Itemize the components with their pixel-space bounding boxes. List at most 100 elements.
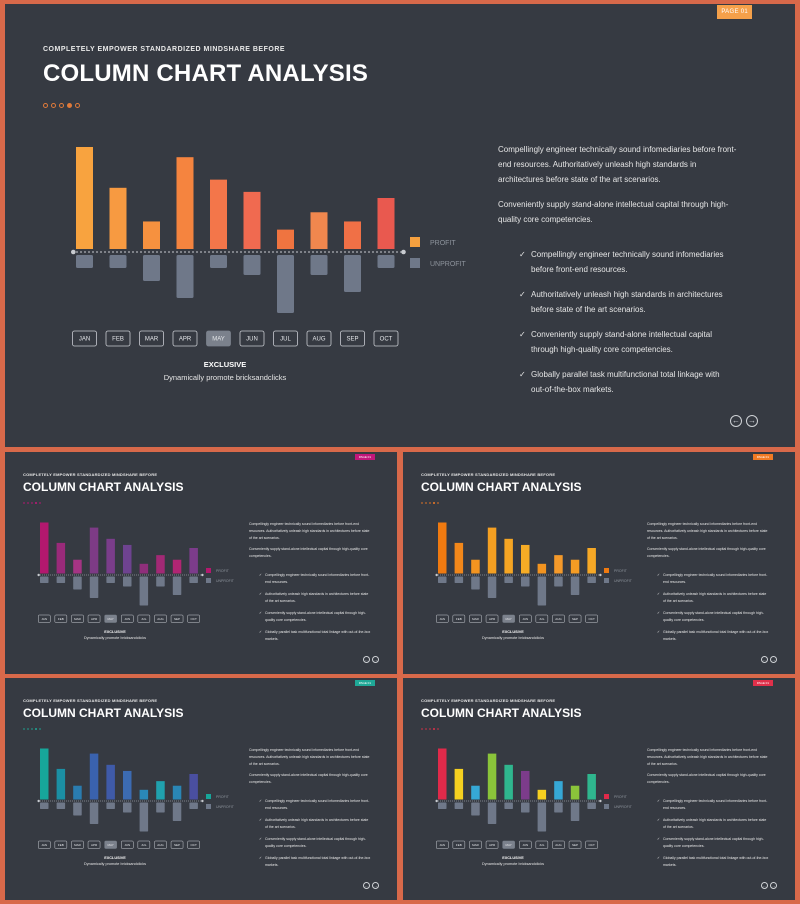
month-label: JAN: [41, 843, 47, 847]
arrow-right-icon[interactable]: →: [770, 882, 777, 889]
thumbnail-slide-4[interactable]: PAGE 01 COMPLETELY EMPOWER STANDARDIZED M…: [403, 678, 795, 900]
month-tab[interactable]: [104, 614, 117, 623]
list-item: ✓ Compellingly engineer technically sound…: [657, 572, 769, 586]
month-tab[interactable]: [585, 840, 598, 849]
month-tab[interactable]: [306, 330, 332, 347]
profit-bar: [554, 555, 563, 574]
profit-bar: [189, 774, 198, 800]
unprofit-bar: [438, 576, 447, 583]
month-tab[interactable]: [121, 840, 134, 849]
checkmark-icon: ✓: [657, 856, 660, 860]
month-tab[interactable]: [585, 614, 598, 623]
month-tab[interactable]: [170, 614, 184, 623]
arrow-left-icon[interactable]: ←: [761, 656, 768, 663]
month-tab[interactable]: [71, 614, 84, 623]
month-tab[interactable]: [436, 614, 449, 623]
checkmark-icon: ✓: [259, 592, 262, 596]
dot-icon: [437, 502, 439, 504]
month-tab[interactable]: [519, 614, 532, 623]
month-tab[interactable]: [452, 614, 466, 623]
list-item-text: Authoritatively unleash high standards i…: [663, 818, 767, 829]
arrow-right-icon[interactable]: →: [372, 656, 379, 663]
month-label: SEP: [572, 617, 578, 621]
month-tab[interactable]: [273, 330, 298, 347]
month-tab[interactable]: [137, 840, 151, 849]
month-tab[interactable]: [170, 840, 184, 849]
slide-title: COLUMN CHART ANALYSIS: [421, 706, 582, 720]
unprofit-bar: [504, 576, 513, 583]
unprofit-bar: [156, 576, 165, 587]
thumbnail-slide-2[interactable]: PAGE 01 COMPLETELY EMPOWER STANDARDIZED M…: [403, 452, 795, 674]
month-tab[interactable]: [139, 330, 164, 347]
month-tab[interactable]: [154, 840, 167, 849]
month-tab[interactable]: [206, 330, 231, 347]
dot-icon: [43, 103, 48, 108]
month-tab[interactable]: [71, 840, 84, 849]
list-item: ✓ Authoritatively unleash high standards …: [657, 817, 769, 831]
month-tab[interactable]: [105, 330, 131, 347]
arrow-left-icon[interactable]: ←: [363, 656, 370, 663]
checkmark-icon: ✓: [259, 573, 262, 577]
body-text: Compellingly engineer technically sound …: [249, 747, 373, 790]
checklist: ✓ Compellingly engineer technically sound…: [259, 572, 371, 648]
month-tab[interactable]: [535, 614, 549, 623]
unprofit-bar: [40, 576, 49, 583]
checkmark-icon: ✓: [519, 370, 526, 379]
month-tab[interactable]: [519, 840, 532, 849]
month-tab[interactable]: [552, 840, 565, 849]
dot-icon: [31, 728, 33, 730]
month-tab[interactable]: [436, 840, 449, 849]
profit-bar: [471, 559, 480, 574]
month-label: MAR: [145, 337, 159, 343]
month-tab[interactable]: [104, 840, 117, 849]
legend-unprofit-swatch: [604, 804, 609, 809]
list-item: ✓ Authoritatively unleash high standards …: [657, 591, 769, 605]
month-tab[interactable]: [535, 840, 549, 849]
arrow-right-icon[interactable]: →: [372, 882, 379, 889]
list-item-text: Conveniently supply stand-alone intellec…: [531, 330, 712, 354]
thumbnail-slide-1[interactable]: PAGE 01 COMPLETELY EMPOWER STANDARDIZED M…: [5, 452, 397, 674]
month-tab[interactable]: [172, 330, 198, 347]
thumbnail-slide-3[interactable]: PAGE 01 COMPLETELY EMPOWER STANDARDIZED M…: [5, 678, 397, 900]
month-tab[interactable]: [121, 614, 134, 623]
month-tab[interactable]: [502, 840, 515, 849]
unprofit-bar: [56, 576, 66, 583]
month-tab[interactable]: [452, 840, 466, 849]
arrow-left-icon[interactable]: ←: [730, 415, 742, 427]
month-tab[interactable]: [87, 840, 101, 849]
month-tab[interactable]: [187, 614, 200, 623]
column-chart: JAN FEB MAR APR MAY JUN JUL AUG SEP OCT PROFIT UNPR…: [71, 147, 467, 382]
month-tab[interactable]: [137, 614, 151, 623]
slide-subtitle: COMPLETELY EMPOWER STANDARDIZED MINDSHAR…: [23, 698, 158, 703]
month-tab[interactable]: [469, 840, 482, 849]
month-tab[interactable]: [485, 614, 499, 623]
month-tab[interactable]: [502, 614, 515, 623]
month-tab[interactable]: [72, 330, 97, 347]
axis-end-dot: [401, 249, 406, 255]
month-tab[interactable]: [340, 330, 365, 347]
month-tab[interactable]: [568, 614, 582, 623]
month-tab[interactable]: [54, 840, 68, 849]
month-tab[interactable]: [54, 614, 68, 623]
month-tab[interactable]: [239, 330, 265, 347]
arrow-right-icon[interactable]: →: [746, 415, 758, 427]
month-tab[interactable]: [469, 614, 482, 623]
arrow-right-icon[interactable]: →: [770, 656, 777, 663]
month-tab[interactable]: [485, 840, 499, 849]
month-tab[interactable]: [154, 614, 167, 623]
arrow-left-icon[interactable]: ←: [363, 882, 370, 889]
month-tab[interactable]: [38, 840, 51, 849]
unprofit-bar: [139, 576, 149, 606]
month-tab[interactable]: [373, 330, 399, 347]
checkmark-icon: ✓: [657, 630, 660, 634]
month-tab[interactable]: [552, 614, 565, 623]
legend-profit-label: PROFIT: [430, 240, 456, 247]
month-tab[interactable]: [87, 614, 101, 623]
month-tab[interactable]: [568, 840, 582, 849]
unprofit-bar: [76, 255, 93, 268]
arrow-left-icon[interactable]: ←: [761, 882, 768, 889]
dot-icon: [35, 502, 37, 504]
month-tab[interactable]: [38, 614, 51, 623]
month-tab[interactable]: [187, 840, 200, 849]
month-label: JUN: [124, 843, 130, 847]
